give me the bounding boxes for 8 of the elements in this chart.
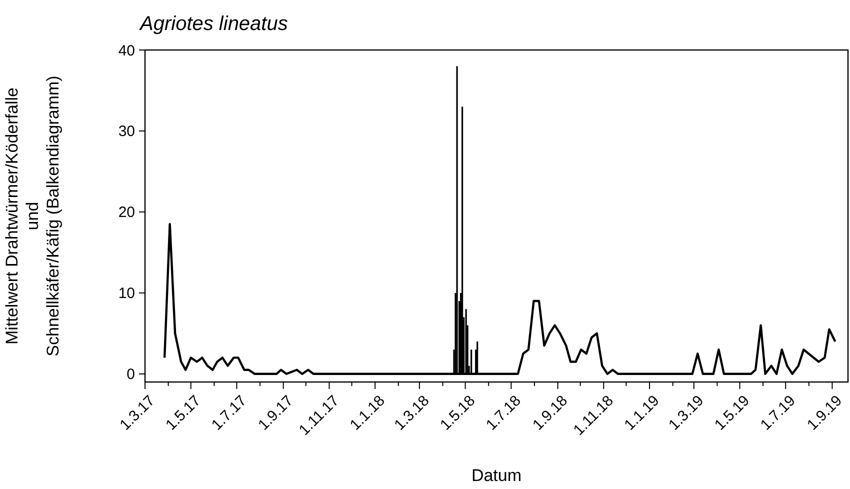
chart-title: Agriotes lineatus	[139, 13, 288, 35]
y-tick-label: 20	[118, 204, 135, 222]
y-axis-title: Mittelwert Drahtwürmer/Köderfalle und Schnellkäfer/Käfig (Balkendiagramm)	[2, 76, 62, 356]
y-tick-label: 0	[126, 366, 135, 384]
y-tick-label: 10	[118, 285, 135, 302]
y-tick-label: 40	[118, 42, 135, 60]
y-tick-label: 30	[118, 123, 135, 140]
x-axis-title: Datum	[471, 466, 522, 485]
